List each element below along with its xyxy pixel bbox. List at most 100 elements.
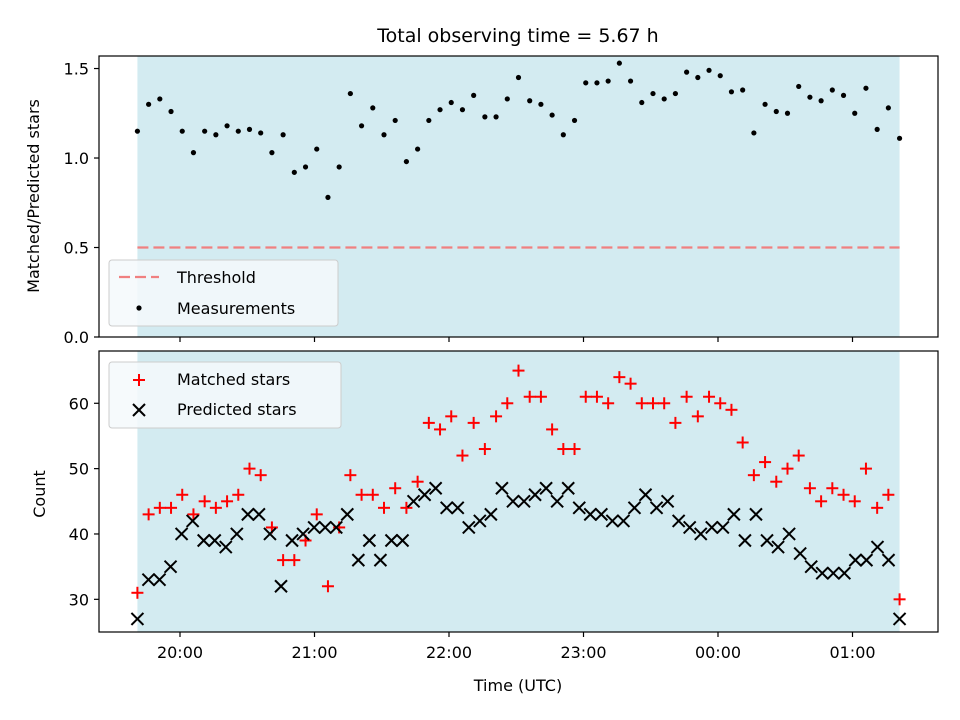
predicted-star-point	[594, 507, 609, 522]
predicted-star-point	[141, 573, 156, 587]
top-y-tick-label: 0.5	[64, 239, 89, 258]
predicted-star-point	[671, 514, 686, 528]
matched-star-point	[658, 397, 671, 410]
matched-star-point	[703, 390, 716, 403]
matched-star-point	[602, 397, 615, 410]
x-tick-label: 01:00	[829, 643, 875, 662]
measurement-point	[717, 73, 723, 79]
measurement-point	[762, 101, 768, 107]
matched-star-point	[221, 495, 234, 508]
predicted-star-point	[428, 481, 443, 495]
matched-star-point	[803, 482, 816, 495]
top-panel-frame	[98, 55, 939, 338]
measurement-point	[661, 96, 667, 102]
matched-star-point	[321, 580, 334, 593]
measurement-point	[672, 90, 679, 97]
matched-star-point	[456, 449, 469, 462]
matched-star-point	[747, 469, 760, 482]
bottom-y-tick-label: 40	[69, 525, 89, 544]
predicted-star-point	[881, 553, 896, 567]
matched-star-point	[366, 488, 379, 501]
legend-measurements-label: Measurements	[177, 299, 295, 318]
measurement-point	[493, 114, 499, 120]
matched-star-point	[445, 410, 458, 423]
bottom-y-tick-label: 50	[69, 460, 89, 479]
matched-star-point	[770, 475, 783, 488]
measurement-point	[594, 80, 600, 86]
matched-star-point	[624, 377, 637, 390]
predicted-star-point	[484, 507, 498, 522]
matched-star-point	[232, 488, 245, 501]
predicted-star-point	[340, 507, 354, 522]
matched-star-point	[871, 501, 884, 514]
predicted-star-point	[196, 533, 211, 548]
bottom-legend: Matched stars Predicted stars	[108, 361, 342, 429]
predicted-star-point	[771, 540, 785, 554]
top-panel: 0.0 0.5 1.0 1.5 Matched/Predicted stars Thr…	[24, 55, 939, 347]
measurement-point	[291, 169, 297, 175]
matched-star-point	[568, 443, 581, 456]
predicted-star-point	[296, 527, 310, 541]
matched-star-point	[198, 495, 211, 508]
measurement-point	[515, 74, 522, 81]
predicted-star-point	[605, 514, 620, 528]
predicted-star-point	[760, 533, 774, 548]
predicted-star-point	[804, 559, 818, 574]
measurement-point	[168, 108, 174, 115]
predicted-star-point	[782, 527, 796, 541]
predicted-star-point	[307, 520, 321, 535]
chart-title: Total observing time = 5.67 h	[376, 25, 658, 47]
matched-star-point	[613, 371, 626, 384]
top-x-ticks	[179, 337, 854, 342]
measurement-point	[146, 101, 152, 107]
bottom-y-axis-label: Count	[30, 470, 49, 518]
measurement-point	[358, 123, 365, 129]
predicted-star-point	[682, 520, 697, 535]
measurement-point	[392, 117, 398, 124]
measurement-point	[246, 126, 253, 132]
x-tick-label: 20:00	[157, 643, 203, 662]
x-axis-label: Time (UTC)	[473, 676, 562, 695]
measurement-point	[527, 98, 533, 104]
measurement-point	[583, 80, 589, 86]
predicted-star-point	[174, 527, 189, 541]
measurement-point	[549, 112, 555, 118]
matched-star-point	[254, 469, 267, 482]
measurement-point	[415, 146, 421, 152]
measurement-point	[403, 158, 410, 165]
predicted-star-point	[749, 507, 763, 522]
top-y-tick-label: 1.5	[64, 60, 89, 79]
predicted-star-point	[274, 579, 288, 593]
predicted-star-point	[351, 553, 366, 567]
top-y-axis-label: Matched/Predicted stars	[24, 99, 43, 293]
bottom-panel-frame	[98, 350, 939, 633]
matched-star-point	[557, 443, 570, 456]
predicted-star-point	[727, 507, 741, 522]
measurement-point	[740, 87, 746, 93]
measurement-point	[684, 69, 690, 75]
matched-star-point	[243, 462, 256, 475]
predicted-star-point	[793, 546, 807, 561]
measurement-point	[773, 108, 779, 115]
matched-star-point	[691, 410, 704, 423]
x-tick-label: 22:00	[426, 643, 472, 662]
predicted-star-point	[406, 494, 421, 509]
matched-star-point	[534, 390, 547, 403]
predicted-star-point	[373, 553, 388, 567]
measurement-point	[134, 128, 141, 134]
predicted-star-point	[738, 533, 752, 548]
predicted-star-point	[318, 520, 332, 535]
bottom-y-axis: 30 40 50 60	[69, 394, 99, 609]
top-y-tick-label: 1.0	[64, 149, 89, 168]
matched-star-point	[142, 508, 155, 521]
x-tick-label: 23:00	[560, 643, 606, 662]
predicted-star-point	[660, 494, 675, 509]
predicted-star-point	[263, 527, 277, 541]
measurement-point	[302, 164, 309, 170]
matched-star-point	[546, 423, 559, 436]
predicted-star-point	[417, 488, 432, 502]
measurement-point	[650, 90, 656, 97]
measurement-point	[571, 117, 578, 124]
matched-star-point	[422, 416, 435, 429]
